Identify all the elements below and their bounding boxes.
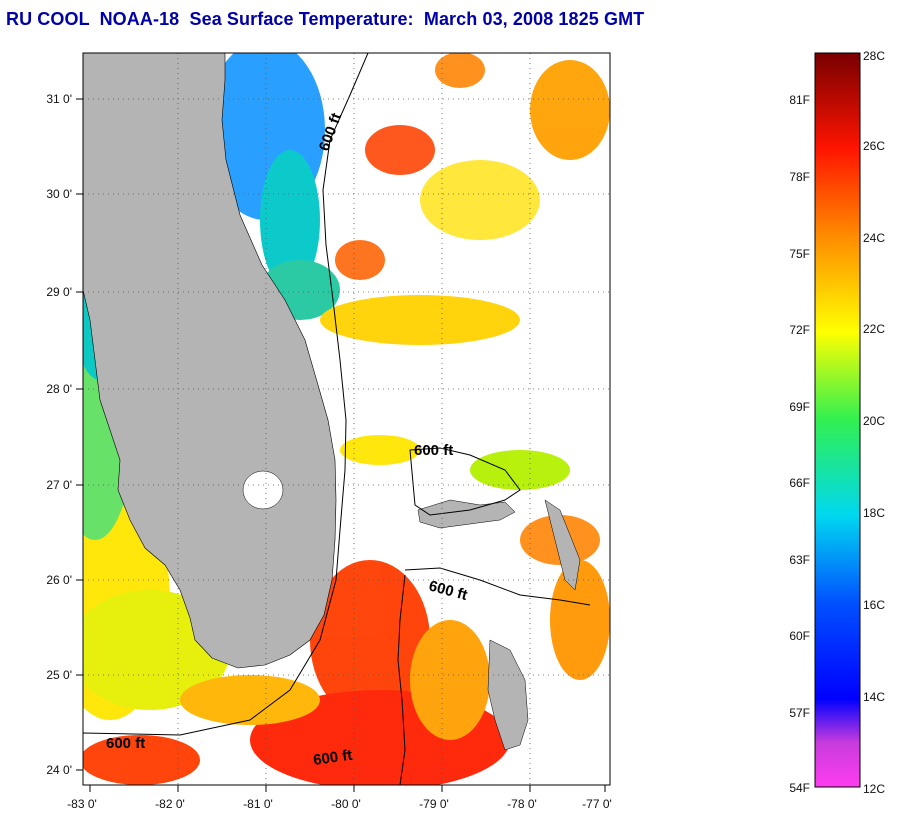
colorbar-c-label: 26C: [863, 139, 885, 153]
colorbar-f-label: 66F: [789, 476, 810, 490]
y-tick-label: 24 0': [46, 763, 72, 777]
colorbar-c-label: 12C: [863, 782, 885, 796]
colorbar-c-label: 20C: [863, 414, 885, 428]
x-tick-label: -78 0': [507, 797, 537, 811]
contour-label-5: 600 ft: [312, 747, 353, 769]
map-area: 600 ft 600 ft 600 ft 600 ft 600 ft: [83, 53, 610, 785]
colorbar-f-label: 54F: [789, 781, 810, 795]
colorbar-f-label: 72F: [789, 323, 810, 337]
x-axis-labels: -83 0' -82 0' -81 0' -80 0' -79 0' -78 0…: [67, 797, 612, 811]
lake-okeechobee: [242, 470, 284, 510]
colorbar-f-label: 60F: [789, 629, 810, 643]
colorbar-f-label: 81F: [789, 93, 810, 107]
y-axis-labels: 31 0' 30 0' 29 0' 28 0' 27 0' 26 0' 25 0…: [46, 92, 72, 777]
colorbar-f-label: 69F: [789, 400, 810, 414]
bahamas-island-north: [417, 499, 516, 529]
contour-label-4: 600 ft: [106, 735, 145, 752]
colorbar-c-label: 14C: [863, 690, 885, 704]
colorbar-c-label: 24C: [863, 231, 885, 245]
colorbar-c-label: 16C: [863, 598, 885, 612]
colorbar-f-label: 63F: [789, 553, 810, 567]
contour-600ft-bahamas-south: [404, 567, 591, 606]
x-tick-label: -82 0': [155, 797, 185, 811]
chart-title: RU COOL NOAA-18 Sea Surface Temperature:…: [6, 9, 645, 29]
y-tick-label: 28 0': [46, 382, 72, 396]
colorbar-c-label: 22C: [863, 322, 885, 336]
y-tick-label: 27 0': [46, 478, 72, 492]
contour-label-2: 600 ft: [414, 442, 453, 459]
depth-contours: [83, 53, 591, 785]
colorbar-c-label: 28C: [863, 49, 885, 63]
contour-600ft-east-florida: [83, 53, 369, 736]
bahamas-island-abaco: [544, 499, 581, 591]
colorbar-gradient: [814, 52, 861, 788]
y-tick-label: 30 0': [46, 187, 72, 201]
x-tick-label: -79 0': [419, 797, 449, 811]
tick-marks: [76, 98, 606, 792]
contour-600ft-straits: [397, 574, 406, 785]
colorbar-f-label: 75F: [789, 247, 810, 261]
y-tick-label: 26 0': [46, 573, 72, 587]
x-tick-label: -83 0': [67, 797, 97, 811]
y-tick-label: 31 0': [46, 92, 72, 106]
x-tick-label: -80 0': [331, 797, 361, 811]
colorbar-celsius-labels: 28C 26C 24C 22C 20C 18C 16C 14C 12C: [863, 49, 885, 796]
florida-landmass: [83, 53, 337, 669]
colorbar-fahrenheit-labels: 81F 78F 75F 72F 69F 66F 63F 60F 57F 54F: [789, 93, 810, 795]
x-tick-label: -77 0': [582, 797, 612, 811]
colorbar-f-label: 78F: [789, 170, 810, 184]
sst-field: [83, 53, 610, 785]
map-frame: [82, 52, 611, 786]
y-tick-label: 29 0': [46, 285, 72, 299]
y-tick-label: 25 0': [46, 668, 72, 682]
contour-600ft-bahamas-north: [409, 447, 521, 516]
x-tick-label: -81 0': [243, 797, 273, 811]
bahamas-island-andros: [487, 639, 529, 751]
colorbar-c-label: 18C: [863, 506, 885, 520]
grid: [83, 53, 610, 785]
colorbar: 81F 78F 75F 72F 69F 66F 63F 60F 57F 54F …: [789, 49, 885, 796]
colorbar-f-label: 57F: [789, 706, 810, 720]
